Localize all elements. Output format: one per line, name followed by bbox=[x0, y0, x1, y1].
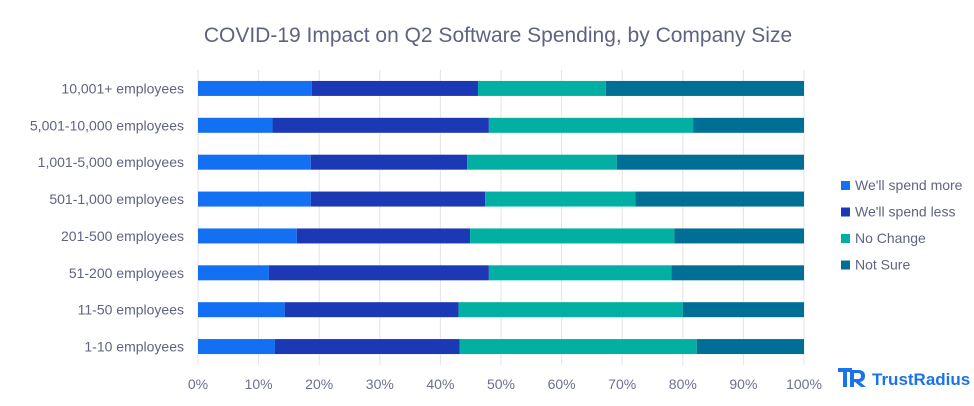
bar-segment-not-sure bbox=[696, 339, 804, 355]
bar-segment-not-sure bbox=[682, 302, 804, 318]
x-tick-label: 70% bbox=[608, 376, 636, 392]
bar-segment-we-ll-spend-less bbox=[284, 302, 459, 318]
logo-text: TrustRadius bbox=[872, 370, 970, 389]
x-tick-label: 60% bbox=[548, 376, 576, 392]
legend: We'll spend more We'll spend less No Chang… bbox=[841, 177, 963, 273]
category-label: 51-200 employees bbox=[69, 265, 184, 281]
legend-label: We'll spend less bbox=[855, 204, 955, 220]
gridlines bbox=[197, 70, 805, 365]
category-label: 10,001+ employees bbox=[61, 80, 184, 96]
bar-segment-no-change bbox=[467, 154, 617, 170]
x-tick-label: 20% bbox=[305, 376, 333, 392]
bar-segment-not-sure bbox=[635, 191, 804, 207]
bar-segment-we-ll-spend-less bbox=[296, 228, 471, 244]
x-tick-label: 90% bbox=[729, 376, 757, 392]
bar-segment-we-ll-spend-less bbox=[311, 80, 478, 96]
category-label: 5,001-10,000 employees bbox=[30, 117, 184, 133]
bar-segment-we-ll-spend-more bbox=[198, 80, 312, 96]
category-label: 11-50 employees bbox=[78, 302, 184, 318]
bar-segment-we-ll-spend-less bbox=[310, 154, 468, 170]
chart-title: COVID-19 Impact on Q2 Software Spending,… bbox=[204, 24, 792, 47]
bar-segment-not-sure bbox=[674, 228, 804, 244]
bar-segment-not-sure bbox=[605, 80, 804, 96]
bar-segment-no-change bbox=[485, 191, 636, 207]
bar-segment-we-ll-spend-more bbox=[198, 339, 275, 355]
bar-segment-we-ll-spend-less bbox=[310, 191, 486, 207]
bar-segment-we-ll-spend-less bbox=[268, 265, 489, 281]
bars bbox=[198, 80, 804, 355]
bar-segment-no-change bbox=[459, 339, 697, 355]
x-tick-label: 10% bbox=[245, 376, 273, 392]
bar-segment-we-ll-spend-more bbox=[198, 302, 285, 318]
bar-segment-we-ll-spend-less bbox=[272, 117, 489, 133]
category-label: 201-500 employees bbox=[61, 228, 184, 244]
trustradius-logo: TrustRadius bbox=[838, 368, 970, 389]
category-labels: 10,001+ employees 5,001-10,000 employees 1… bbox=[30, 80, 184, 354]
bar-segment-not-sure bbox=[693, 117, 804, 133]
bar-segment-no-change bbox=[470, 228, 675, 244]
bar-segment-no-change bbox=[477, 80, 606, 96]
legend-swatch bbox=[841, 181, 850, 190]
legend-label: No Change bbox=[855, 230, 926, 246]
bar-segment-not-sure bbox=[671, 265, 804, 281]
bar-segment-we-ll-spend-more bbox=[198, 117, 273, 133]
x-tick-label: 100% bbox=[786, 376, 822, 392]
bar-segment-no-change bbox=[458, 302, 683, 318]
bar-segment-no-change bbox=[488, 265, 672, 281]
category-label: 1,001-5,000 employees bbox=[38, 154, 184, 170]
legend-swatch bbox=[841, 234, 850, 243]
x-tick-label: 30% bbox=[366, 376, 394, 392]
legend-swatch bbox=[841, 260, 850, 270]
legend-swatch bbox=[841, 207, 850, 217]
bar-segment-we-ll-spend-more bbox=[198, 154, 311, 170]
x-tick-label: 40% bbox=[426, 376, 454, 392]
bar-segment-we-ll-spend-more bbox=[198, 228, 297, 244]
x-tick-label: 0% bbox=[188, 376, 208, 392]
bar-segment-not-sure bbox=[616, 154, 804, 170]
x-tick-label: 80% bbox=[669, 376, 697, 392]
x-tick-label: 50% bbox=[487, 376, 515, 392]
bar-segment-we-ll-spend-more bbox=[198, 191, 311, 207]
x-axis-ticks: 0% 10% 20% 30% 40% 50% 60% 70% 80% 90% 100% bbox=[188, 376, 822, 392]
bar-segment-no-change bbox=[488, 117, 694, 133]
bar-segment-we-ll-spend-less bbox=[274, 339, 460, 355]
category-label: 501-1,000 employees bbox=[49, 191, 184, 207]
bar-segment-we-ll-spend-more bbox=[198, 265, 269, 281]
legend-label: Not Sure bbox=[855, 257, 910, 273]
trustradius-tr-icon bbox=[838, 368, 866, 387]
legend-label: We'll spend more bbox=[855, 177, 963, 193]
category-label: 1-10 employees bbox=[84, 339, 184, 355]
